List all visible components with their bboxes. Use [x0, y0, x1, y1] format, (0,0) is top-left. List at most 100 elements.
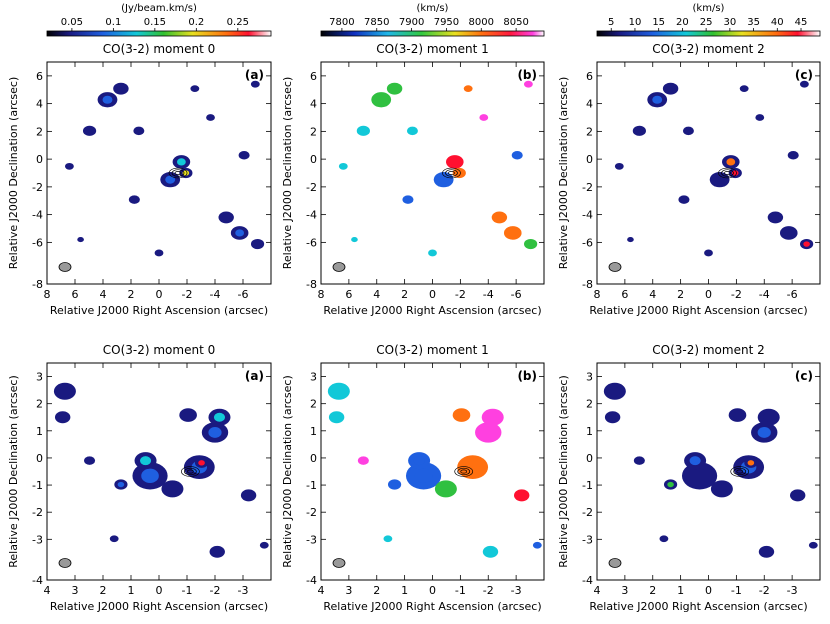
continuum-contour [171, 169, 185, 177]
emission-peak [333, 386, 345, 396]
emission-peak [450, 158, 460, 166]
panel-title: CO(3-2) moment 0 [103, 343, 215, 357]
y-tick-label: -1 [32, 479, 43, 492]
colorbar-tick-label: 7950 [434, 17, 459, 28]
y-tick-label: -4 [32, 574, 43, 587]
emission-peak [117, 481, 125, 488]
emission-peak [733, 411, 742, 419]
y-tick-label: 6 [310, 70, 317, 83]
colorbar-gradient [320, 30, 545, 37]
x-tick-label: 4 [373, 288, 380, 301]
y-tick-label: 1 [310, 425, 317, 438]
colorbar-tick-label: 5 [608, 17, 614, 28]
colorbar-tick-label: 40 [771, 17, 784, 28]
x-tick-label: 8 [44, 288, 51, 301]
y-tick-label: 2 [36, 398, 43, 411]
emission-peak [341, 164, 346, 169]
continuum-contour [724, 171, 731, 176]
emission-peak [763, 412, 775, 422]
emission-peak [689, 456, 701, 466]
emission-peak [253, 82, 258, 86]
x-tick-label: -3 [787, 584, 798, 597]
x-tick-label: 2 [677, 288, 684, 301]
colorbar-tick-label: 8050 [503, 17, 528, 28]
emission-peak [86, 128, 93, 134]
panel-title: CO(3-2) moment 0 [103, 42, 215, 56]
emission-peak [102, 95, 113, 104]
y-tick-label: -1 [306, 479, 317, 492]
emission-peak [802, 82, 807, 86]
x-axis-label: Relative J2000 Right Ascension (arcsec) [50, 304, 268, 317]
emission-peak [790, 152, 796, 158]
y-tick-label: 3 [310, 371, 317, 384]
beam-ellipse [58, 262, 72, 272]
y-tick-label: -3 [582, 533, 593, 546]
emission-peak [535, 543, 540, 548]
emission-peak [117, 85, 125, 92]
panel-label: (b) [517, 369, 537, 383]
y-tick-label: -2 [306, 506, 317, 519]
y-tick-label: 0 [36, 153, 43, 166]
x-axis-label: Relative J2000 Right Ascension (arcsec) [323, 600, 541, 613]
panel-5: CO(3-2) moment 1 (b) 4 3 2 1 0 -1 -2 -3 3 2 1 0 -1 -2 -3… [281, 343, 545, 613]
continuum-contour [460, 469, 468, 474]
x-tick-label: 2 [373, 584, 380, 597]
emission-peak [811, 543, 816, 548]
colorbar-unit: (Jy/beam.km/s) [121, 3, 197, 14]
emission-peak [527, 241, 534, 247]
y-tick-label: -2 [32, 506, 43, 519]
panel-title: CO(3-2) moment 2 [652, 42, 764, 56]
x-tick-label: -6 [238, 288, 249, 301]
continuum-contour [736, 469, 744, 474]
emission-peak [685, 128, 692, 134]
x-tick-label: 6 [72, 288, 79, 301]
x-tick-label: -4 [483, 288, 494, 301]
emission-peak [495, 214, 504, 221]
colorbar-tick-label: 0.05 [61, 17, 83, 28]
panel-label: (a) [245, 68, 264, 82]
y-axis-label: Relative J2000 Declination (arcsec) [7, 77, 20, 269]
emission-peak [166, 484, 178, 494]
colorbar-unit: (km/s) [417, 3, 449, 14]
y-tick-label: -4 [306, 209, 317, 222]
x-tick-label: 0 [429, 584, 436, 597]
panel-6: CO(3-2) moment 2 (c) 4 3 2 1 0 -1 -2 -3 3 2 1 0 -1 -2 -3… [557, 343, 821, 613]
x-tick-label: 1 [128, 584, 135, 597]
emission-peak [213, 548, 222, 555]
colorbar-tick-label: 15 [652, 17, 665, 28]
panel-title: CO(3-2) moment 2 [652, 343, 764, 357]
y-tick-label: -2 [582, 181, 593, 194]
colorbar-gradient [596, 30, 821, 37]
y-tick-label: -6 [32, 236, 43, 249]
emission-peak [141, 468, 159, 484]
emission-peak [517, 492, 526, 499]
emission-peak [59, 386, 71, 396]
y-tick-label: 0 [586, 452, 593, 465]
colorbar-tick-label: 45 [795, 17, 808, 28]
continuum-contour [442, 167, 461, 179]
colorbar-2: (km/s) 7800 7850 7900 7950 8000 8050 [320, 3, 545, 37]
emission-peak [222, 214, 231, 221]
emission-peak [793, 492, 802, 499]
emission-peak [140, 456, 152, 466]
emission-peak [183, 411, 193, 419]
continuum-contour [445, 169, 458, 177]
y-tick-label: 6 [586, 70, 593, 83]
colorbar-tick-label: 7850 [364, 17, 389, 28]
x-tick-label: 3 [621, 584, 628, 597]
emission-peak [667, 481, 674, 488]
x-tick-label: 2 [401, 288, 408, 301]
emission-peak [690, 468, 709, 484]
emission-peak [58, 414, 67, 421]
x-tick-label: -1 [182, 584, 193, 597]
emission-peak [661, 536, 667, 541]
colorbar-tick-label: 0.2 [188, 17, 204, 28]
y-tick-label: 0 [586, 153, 593, 166]
continuum-contour [448, 171, 455, 176]
y-tick-label: -1 [582, 479, 593, 492]
x-axis-label: Relative J2000 Right Ascension (arcsec) [589, 600, 807, 613]
x-tick-label: 3 [72, 584, 79, 597]
y-tick-label: -8 [32, 278, 43, 291]
panel-label: (c) [795, 369, 813, 383]
emission-peak [413, 456, 425, 466]
